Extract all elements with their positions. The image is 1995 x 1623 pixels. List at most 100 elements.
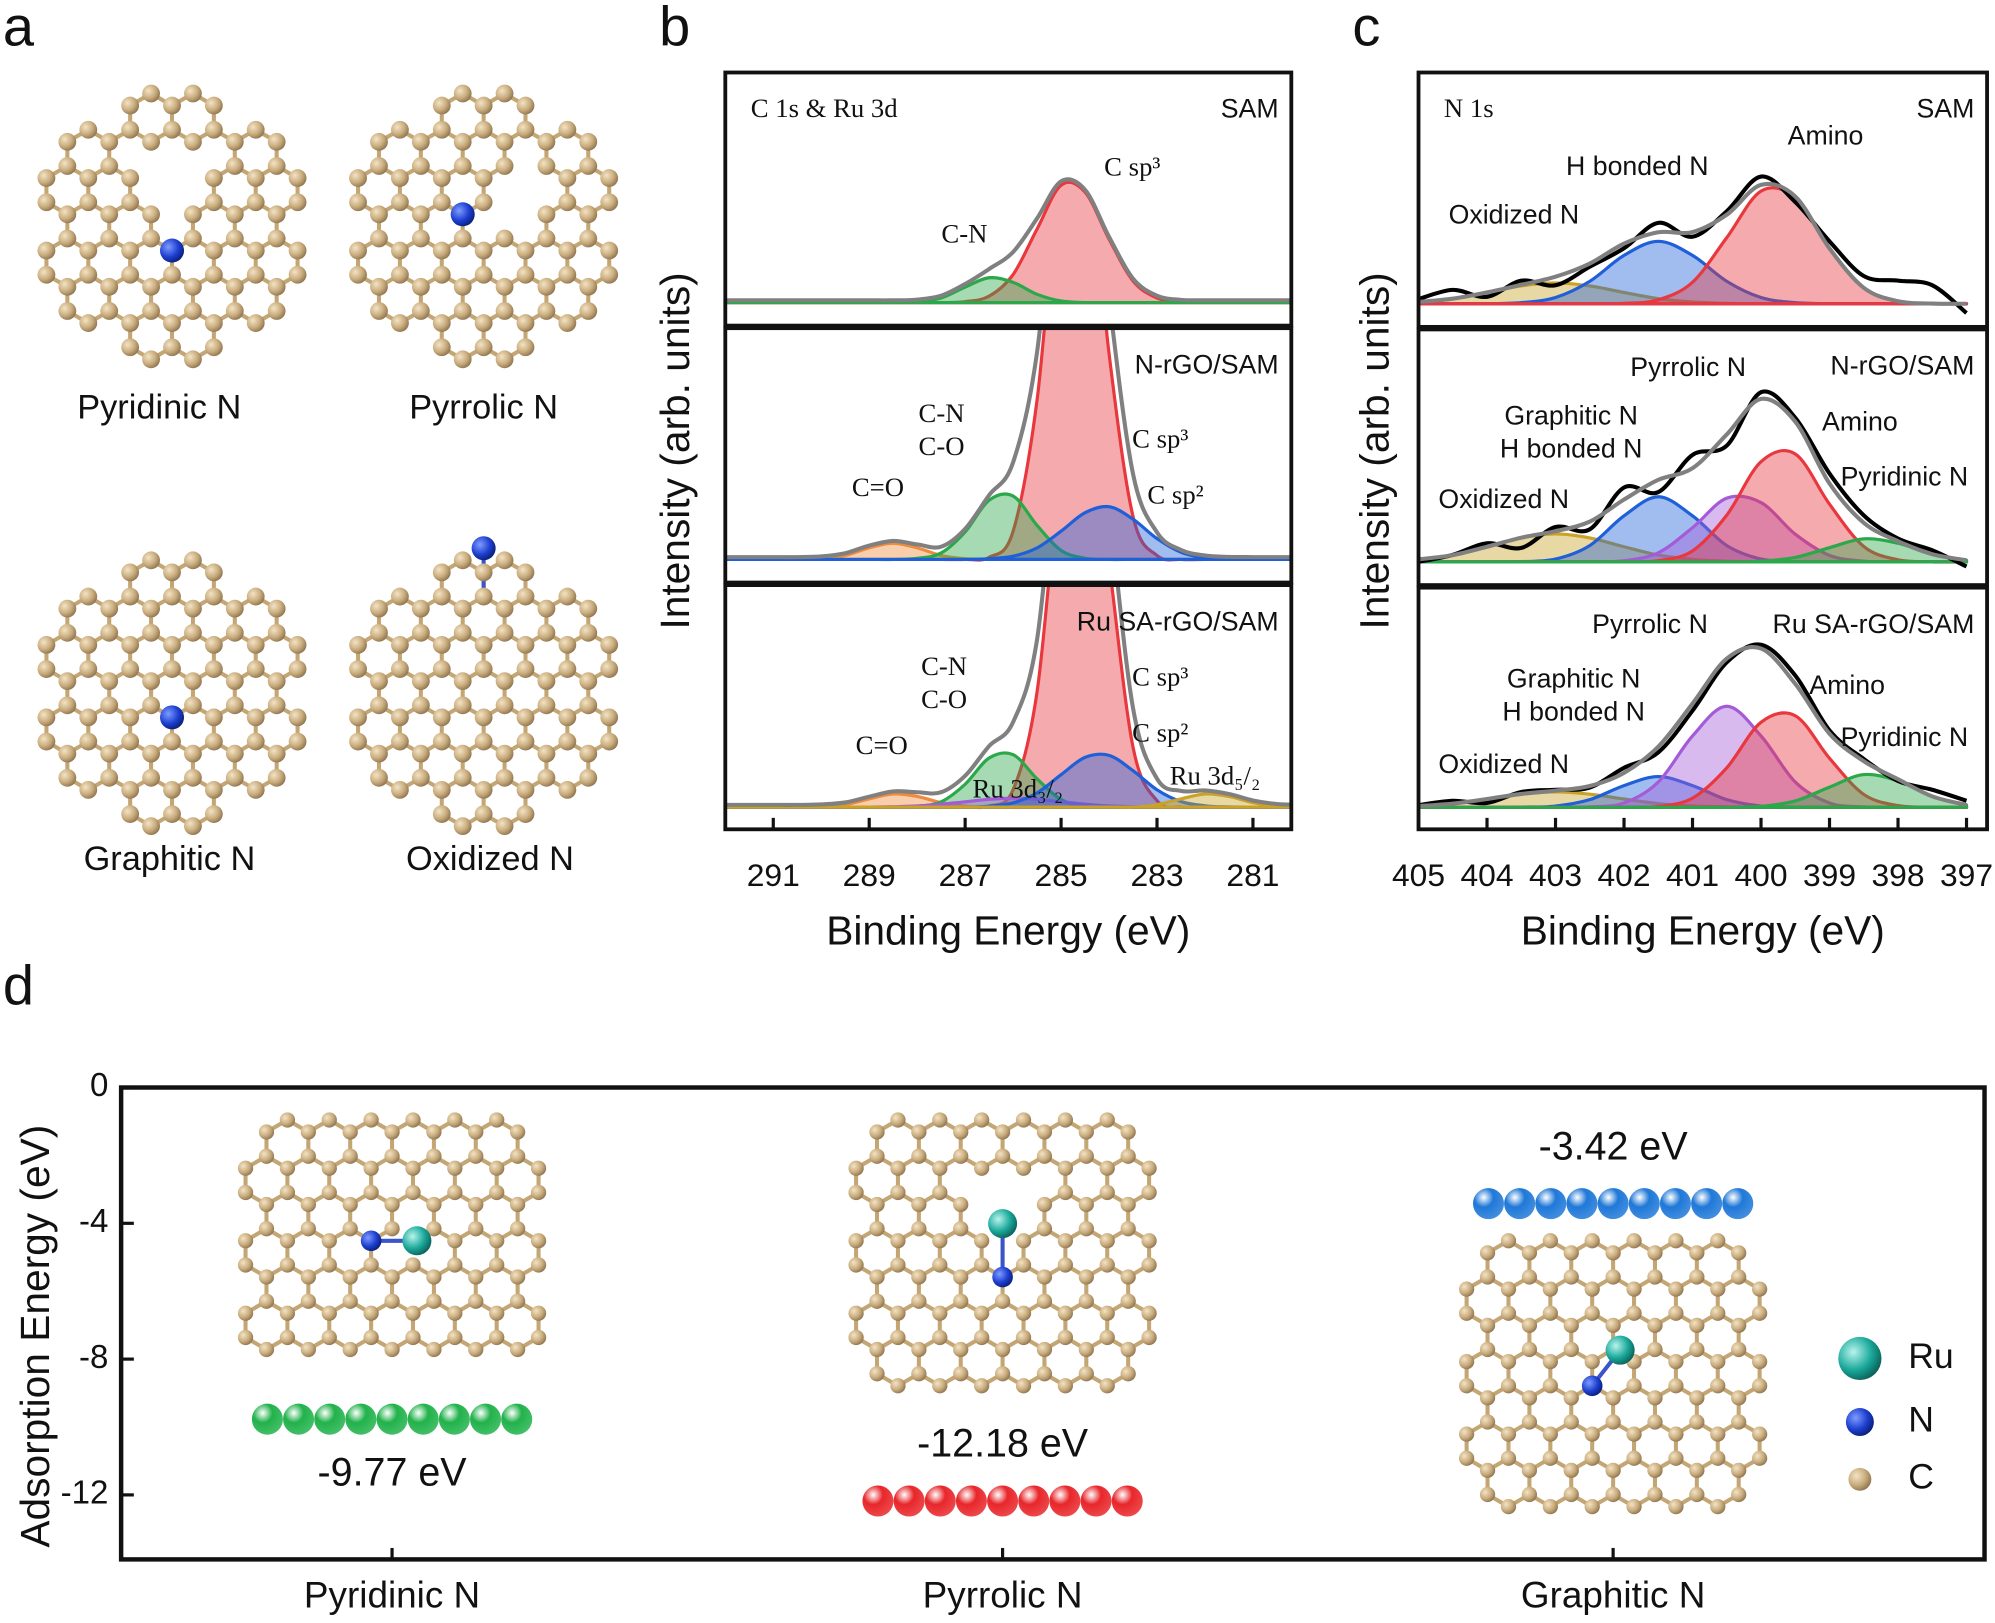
carbon-atom <box>1036 1124 1053 1140</box>
carbon-atom <box>363 1305 379 1321</box>
x-tick-label: 397 <box>1940 857 1993 893</box>
carbon-atom <box>121 587 140 606</box>
carbon-atom <box>1099 1305 1115 1321</box>
carbon-atom <box>516 780 535 799</box>
carbon-atom <box>537 599 556 618</box>
carbon-atom <box>495 696 514 715</box>
carbon-atom <box>1689 1269 1705 1285</box>
carbon-atom <box>869 1196 885 1213</box>
level-sphere <box>1597 1188 1629 1220</box>
carbon-atom <box>1605 1269 1621 1285</box>
carbon-atom <box>537 672 556 691</box>
x-tick-label: Pyrrolic N <box>923 1574 1083 1615</box>
carbon-atom <box>848 1233 864 1249</box>
panel-frame <box>1416 585 1989 832</box>
carbon-atom <box>537 132 556 151</box>
carbon-atom <box>474 635 493 654</box>
carbon-atom <box>1057 1378 1074 1394</box>
legend-label: Ru <box>1908 1336 1954 1376</box>
carbon-atom <box>142 229 160 248</box>
carbon-atom <box>37 265 56 284</box>
carbon-atom <box>516 708 535 727</box>
carbon-atom <box>363 1257 379 1273</box>
carbon-atom <box>1120 1341 1136 1358</box>
carbon-atom <box>495 229 514 248</box>
carbon-atom <box>279 1184 296 1201</box>
peak-label: Pyrrolic N <box>1630 352 1746 382</box>
carbon-atom <box>1647 1269 1663 1285</box>
carbon-atom <box>1710 1426 1726 1442</box>
carbon-atom <box>349 241 367 260</box>
carbon-atom <box>79 708 98 727</box>
x-tick-label: Graphitic N <box>1521 1574 1705 1615</box>
carbon-atom <box>37 193 56 212</box>
carbon-atom <box>890 1112 906 1128</box>
carbon-atom <box>1751 1305 1768 1321</box>
carbon-atom <box>1078 1269 1094 1285</box>
carbon-atom <box>279 1160 296 1176</box>
carbon-atom <box>121 120 140 139</box>
level-sphere <box>345 1403 377 1435</box>
energy-level <box>862 1485 1143 1517</box>
carbon-atom <box>1015 1233 1032 1249</box>
carbon-atom <box>100 696 119 715</box>
molecule <box>848 1112 1157 1394</box>
carbon-atom <box>163 732 181 751</box>
carbon-atom <box>890 1184 906 1201</box>
value-label: -12.18 eV <box>917 1422 1089 1466</box>
carbon-atom <box>1521 1390 1538 1406</box>
carbon-atom <box>474 563 493 582</box>
carbon-atom <box>163 96 181 115</box>
carbon-atom <box>1500 1426 1517 1442</box>
carbon-atom <box>911 1124 927 1140</box>
carbon-atom <box>204 732 223 751</box>
x-axis-label: Binding Energy (eV) <box>1521 907 1885 953</box>
carbon-atom <box>537 768 556 787</box>
carbon-atom <box>1479 1414 1496 1430</box>
carbon-atom <box>1751 1426 1768 1442</box>
carbon-atom <box>432 587 451 606</box>
carbon-atom <box>516 120 535 139</box>
carbon-atom <box>204 241 223 260</box>
nitrogen-atom <box>159 238 185 263</box>
carbon-atom <box>405 1112 421 1128</box>
carbon-atom <box>267 157 286 175</box>
carbon-atom <box>142 205 160 224</box>
carbon-atom <box>516 660 535 678</box>
ruthenium-atom <box>402 1226 432 1256</box>
carbon-atom <box>391 193 409 212</box>
panel-letter: c <box>1352 0 1380 57</box>
carbon-atom <box>100 157 119 175</box>
level-sphere <box>1111 1485 1143 1517</box>
x-tick-label: 399 <box>1803 857 1856 893</box>
carbon-atom <box>1626 1498 1642 1515</box>
carbon-atom <box>267 302 286 320</box>
carbon-atom <box>453 623 472 642</box>
carbon-atom <box>848 1257 864 1273</box>
carbon-atom <box>953 1341 969 1358</box>
carbon-atom <box>100 744 119 763</box>
carbon-atom <box>246 120 265 139</box>
carbon-atom <box>225 302 244 320</box>
carbon-atom <box>246 780 265 799</box>
carbon-atom <box>579 672 598 691</box>
carbon-atom <box>411 205 430 224</box>
carbon-atom <box>384 1341 400 1358</box>
carbon-atom <box>370 696 388 715</box>
carbon-atom <box>411 696 430 715</box>
carbon-atom <box>246 587 265 606</box>
carbon-atom <box>1584 1426 1600 1442</box>
carbon-atom <box>121 805 140 823</box>
carbon-atom <box>267 696 286 715</box>
carbon-atom <box>509 1221 526 1237</box>
carbon-atom <box>349 708 367 727</box>
molecule <box>349 536 619 836</box>
level-sphere <box>1566 1188 1598 1220</box>
panel-letter: b <box>659 0 690 57</box>
carbon-atom <box>932 1112 948 1128</box>
carbon-atom <box>184 350 202 369</box>
carbon-atom <box>869 1269 885 1285</box>
peak-label: C sp³ <box>1132 423 1188 453</box>
carbon-atom <box>453 277 472 296</box>
carbon-atom <box>370 132 388 151</box>
